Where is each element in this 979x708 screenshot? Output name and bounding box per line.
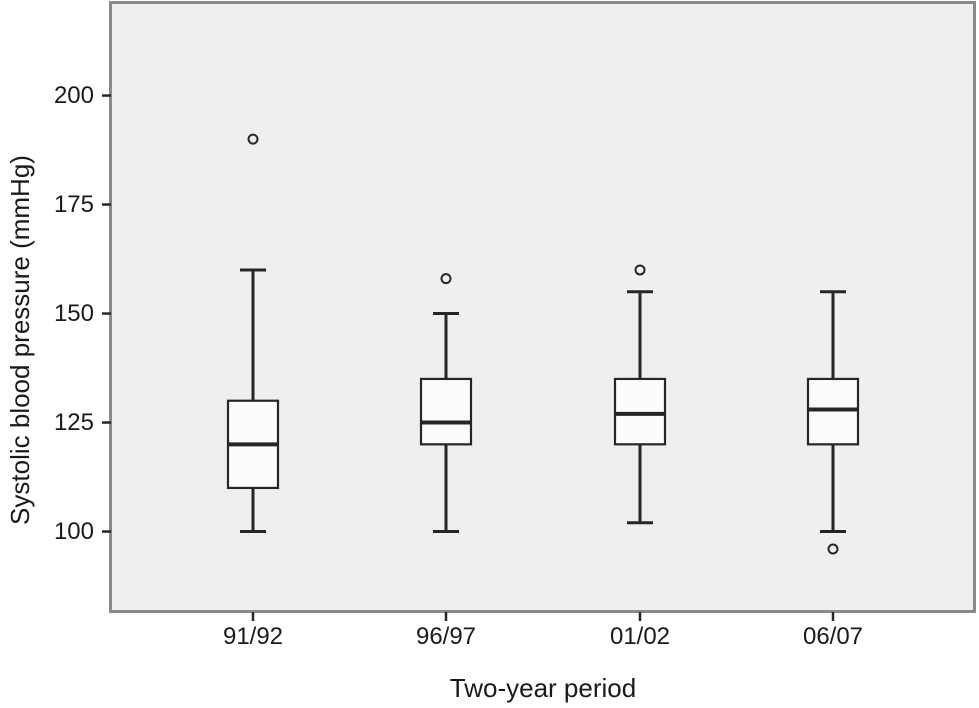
y-tick-label: 175	[53, 190, 94, 218]
x-axis-title: Two-year period	[449, 673, 637, 703]
y-tick-label: 100	[53, 517, 94, 545]
y-tick-label: 150	[53, 299, 94, 327]
x-tick-label: 06/07	[802, 623, 864, 650]
y-tick-label: 125	[53, 408, 94, 436]
y-tick-label: 200	[53, 81, 94, 109]
x-tick-label: 91/92	[222, 623, 284, 650]
x-tick-label: 96/97	[415, 623, 477, 650]
y-axis-title: Systolic blood pressure (mmHg)	[5, 155, 35, 525]
x-tick-label: 01/02	[609, 623, 671, 650]
plot-area	[109, 1, 976, 613]
